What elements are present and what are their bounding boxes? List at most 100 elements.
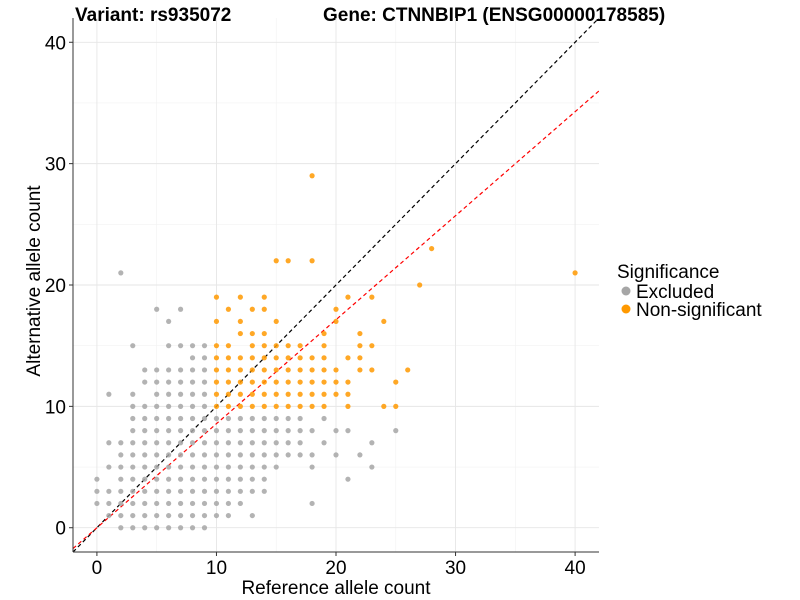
excluded-point [261, 415, 267, 422]
excluded-point [201, 488, 208, 494]
non-significant-point [333, 318, 339, 325]
excluded-point [225, 500, 232, 507]
excluded-point [177, 500, 184, 507]
non-significant-point [261, 343, 267, 349]
non-significant-point [213, 367, 220, 373]
non-significant-point [237, 330, 243, 337]
excluded-point [166, 476, 172, 482]
excluded-point [177, 512, 184, 519]
excluded-point [213, 464, 220, 470]
non-significant-point [357, 367, 363, 373]
excluded-point [201, 428, 208, 434]
non-significant-point [237, 294, 243, 300]
excluded-point [142, 415, 148, 422]
non-significant-point [285, 379, 291, 385]
excluded-point [189, 415, 196, 422]
non-significant-point [225, 379, 232, 385]
x-tick-label: 40 [565, 558, 586, 579]
non-significant-point [273, 355, 279, 361]
excluded-point [261, 428, 267, 434]
non-significant-point [321, 343, 327, 349]
excluded-point [177, 391, 184, 397]
x-tick-label: 20 [325, 558, 346, 579]
non-significant-point [297, 343, 303, 349]
x-tick-label: 30 [445, 558, 466, 579]
excluded-point [237, 415, 243, 422]
excluded-point [345, 476, 351, 482]
excluded-point [225, 512, 232, 519]
excluded-point [142, 464, 148, 470]
excluded-point [166, 343, 172, 349]
non-significant-point [297, 355, 303, 361]
excluded-point [130, 452, 136, 458]
excluded-point [213, 476, 220, 482]
excluded-point [189, 440, 196, 446]
excluded-point [166, 379, 172, 385]
excluded-point [237, 500, 243, 507]
excluded-point [321, 415, 327, 422]
non-significant-point [357, 355, 363, 361]
non-significant-point [297, 391, 303, 397]
excluded-point [130, 512, 136, 519]
non-significant-point [273, 391, 279, 397]
non-significant-point [333, 367, 339, 373]
excluded-point [249, 488, 255, 494]
excluded-point [94, 488, 100, 494]
excluded-point [213, 428, 220, 434]
grid [73, 18, 599, 552]
non-significant-point [369, 367, 375, 373]
excluded-point [177, 306, 184, 312]
non-significant-point [213, 294, 220, 300]
excluded-point [166, 428, 172, 434]
non-significant-point [261, 391, 267, 397]
excluded-point [237, 476, 243, 482]
non-significant-point [309, 379, 315, 385]
legend-marker-non-significant [621, 304, 631, 314]
excluded-point [142, 512, 148, 519]
excluded-point [118, 488, 124, 494]
excluded-point [177, 415, 184, 422]
excluded-point [130, 500, 136, 507]
non-significant-point [393, 403, 399, 409]
excluded-point [130, 391, 136, 397]
excluded-point [154, 452, 160, 458]
excluded-point [201, 355, 208, 361]
non-significant-point [213, 355, 220, 361]
non-significant-point [321, 355, 327, 361]
non-significant-point [345, 355, 351, 361]
excluded-point [201, 500, 208, 507]
excluded-point [154, 428, 160, 434]
excluded-point [106, 464, 112, 470]
excluded-point [249, 464, 255, 470]
excluded-point [333, 428, 339, 434]
excluded-point [225, 488, 232, 494]
excluded-point [142, 379, 148, 385]
excluded-point [261, 488, 267, 494]
excluded-point [177, 428, 184, 434]
excluded-point [142, 428, 148, 434]
excluded-point [118, 464, 124, 470]
non-significant-point [273, 258, 279, 264]
excluded-point [309, 464, 315, 470]
excluded-point [237, 428, 243, 434]
excluded-point [166, 318, 172, 325]
non-significant-point [249, 306, 255, 312]
excluded-point [285, 428, 291, 434]
excluded-point [166, 391, 172, 397]
excluded-point [130, 440, 136, 446]
x-tick-label: 10 [206, 558, 227, 579]
excluded-point [393, 428, 399, 434]
non-significant-point [285, 258, 291, 264]
excluded-point [249, 428, 255, 434]
non-significant-point [321, 379, 327, 385]
non-significant-point [261, 306, 267, 312]
non-significant-point [273, 367, 279, 373]
excluded-point [177, 440, 184, 446]
non-significant-point [417, 282, 423, 288]
non-significant-point [297, 367, 303, 373]
excluded-point [142, 500, 148, 507]
excluded-point [201, 440, 208, 446]
non-significant-point [261, 403, 267, 409]
non-significant-point [225, 403, 232, 409]
excluded-point [177, 525, 184, 531]
